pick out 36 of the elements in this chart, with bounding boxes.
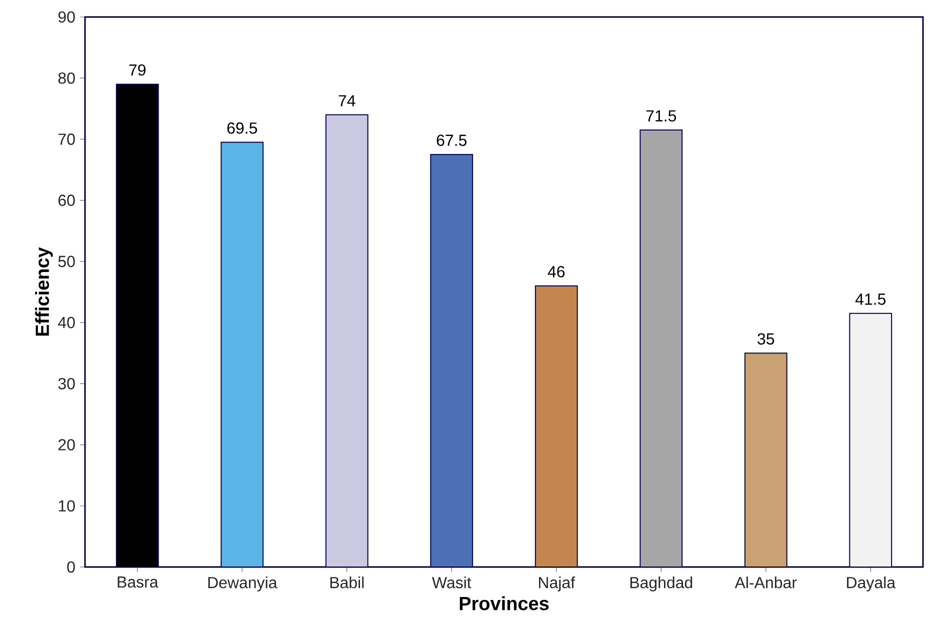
y-tick-label: 40 <box>58 316 75 328</box>
x-tick-label: Dewanyia <box>208 576 278 592</box>
bar <box>220 142 264 568</box>
bar <box>849 312 892 568</box>
x-axis-title: Provinces <box>460 596 549 610</box>
bar <box>744 352 788 568</box>
y-axis-title: Efficiency <box>35 247 53 336</box>
x-tick-label: Al-Anbar <box>734 576 797 588</box>
y-tick-label: 90 <box>58 11 75 23</box>
x-tick-label: Babil <box>330 576 364 588</box>
y-tick-label: 10 <box>58 500 75 512</box>
x-tick-label: Wasit <box>432 576 472 588</box>
x-tick-label: Dayala <box>847 576 896 592</box>
data-label: 41.5 <box>855 294 886 305</box>
data-label: 35 <box>758 333 774 345</box>
bar <box>640 130 683 568</box>
data-label: 67.5 <box>436 134 467 146</box>
data-label: 46 <box>548 266 565 278</box>
y-tick-label: 80 <box>58 72 75 84</box>
bar <box>534 285 578 568</box>
data-label: 74 <box>338 95 356 106</box>
bar <box>116 84 159 568</box>
y-tick-label: 60 <box>58 194 75 206</box>
y-tick-label: 50 <box>58 256 75 268</box>
x-tick-label: Baghdad <box>630 576 692 592</box>
y-tick-label: 30 <box>58 378 75 390</box>
data-label: 69.5 <box>227 122 258 134</box>
y-tick-label: 20 <box>58 439 75 450</box>
bar <box>325 114 368 568</box>
y-tick-label: 70 <box>58 134 75 145</box>
x-tick-label: Najaf <box>539 576 576 592</box>
data-label: 79 <box>129 64 146 76</box>
data-label: 71.5 <box>646 110 676 122</box>
y-tick-label: 0 <box>67 561 75 573</box>
bar <box>430 154 474 568</box>
x-tick-label: Basra <box>118 576 158 588</box>
